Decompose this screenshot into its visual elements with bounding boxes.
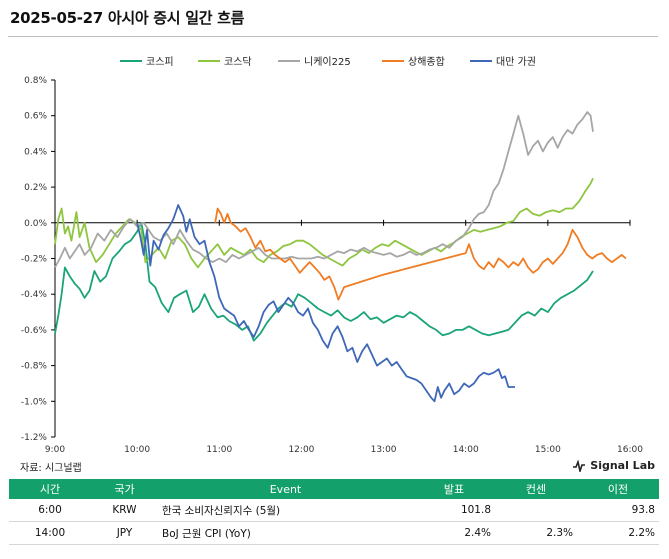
y-tick-label: -1.2%: [21, 433, 48, 443]
brand-name: Signal Lab: [590, 459, 655, 472]
economic-events-table: 시간 국가 Event 발표 컨센 이전 6:00 KRW 한국 소비자신뢰지수…: [9, 479, 659, 545]
y-tick-label: -0.4%: [21, 290, 48, 300]
y-tick-label: -0.6%: [21, 326, 48, 336]
chart-legend: 코스피 코스닥 니케이225 상해종합 대만 가권: [120, 55, 536, 68]
cell-previous: 2.2%: [577, 521, 659, 545]
table-header-row: 시간 국가 Event 발표 컨센 이전: [9, 479, 659, 499]
x-tick-label: 11:00: [206, 445, 232, 455]
cell-event: 한국 소비자신뢰지수 (5월): [158, 499, 413, 522]
cell-consensus: [495, 499, 577, 522]
y-tick-label: -0.2%: [21, 255, 48, 265]
x-tick-label: 12:00: [288, 445, 314, 455]
title-divider: [8, 36, 658, 37]
y-tick-label: -0.8%: [21, 362, 48, 372]
legend-label: 상해종합: [408, 55, 445, 68]
series-line: [214, 207, 627, 301]
header-actual: 발표: [413, 479, 495, 499]
legend-label: 코스피: [146, 56, 174, 68]
legend-label: 대만 가권: [496, 56, 536, 68]
cell-consensus: 2.3%: [495, 521, 577, 545]
line-chart: 코스피 코스닥 니케이225 상해종합 대만 가권 0.8%0.6%0.4%0.2%0.…: [21, 55, 643, 455]
cell-time: 14:00: [9, 521, 91, 545]
cell-country: JPY: [91, 521, 158, 545]
y-tick-label: -1.0%: [21, 397, 48, 407]
series-line: [54, 111, 594, 268]
header-previous: 이전: [577, 479, 659, 499]
series-line: [54, 177, 594, 269]
x-tick-label: 14:00: [453, 445, 479, 455]
series-line: [54, 221, 594, 342]
chart-series: [54, 111, 627, 403]
cell-event: BoJ 근원 CPI (YoY): [158, 521, 413, 545]
cell-country: KRW: [91, 499, 158, 522]
header-event: Event: [158, 479, 413, 499]
cell-time: 6:00: [9, 499, 91, 522]
x-tick-label: 9:00: [45, 445, 65, 455]
y-tick-label: 0.0%: [24, 219, 47, 229]
page-title: 2025-05-27 아시아 증시 일간 흐름: [10, 9, 245, 27]
chart-axes: 0.8% 0.6% 0.4% 0.2% 0.0% -0.2% -0.4% -0.6% -0.8%…: [21, 76, 643, 455]
brand-logo: Signal Lab: [572, 459, 655, 472]
x-tick-label: 13:00: [371, 445, 397, 455]
y-tick-label: 0.4%: [24, 147, 47, 157]
y-tick-label: 0.2%: [24, 183, 47, 193]
series-line: [136, 204, 515, 403]
y-tick-label: 0.8%: [24, 76, 47, 86]
y-tick-label: 0.6%: [24, 112, 47, 122]
cell-actual: 101.8: [413, 499, 495, 522]
x-tick-label: 15:00: [535, 445, 561, 455]
header-time: 시간: [9, 479, 91, 499]
header-consensus: 컨센: [495, 479, 577, 499]
header-country: 국가: [91, 479, 158, 499]
legend-label: 니케이225: [304, 56, 351, 68]
legend-label: 코스닥: [224, 56, 252, 68]
cell-previous: 93.8: [577, 499, 659, 522]
cell-actual: 2.4%: [413, 521, 495, 545]
x-tick-label: 16:00: [617, 445, 643, 455]
source-note: 자료: 시그널랩: [20, 463, 82, 474]
signal-wave-icon: [573, 459, 586, 472]
x-tick-label: 10:00: [124, 445, 150, 455]
table-row: 14:00 JPY BoJ 근원 CPI (YoY) 2.4% 2.3% 2.2…: [9, 521, 659, 545]
table-row: 6:00 KRW 한국 소비자신뢰지수 (5월) 101.8 93.8: [9, 499, 659, 522]
